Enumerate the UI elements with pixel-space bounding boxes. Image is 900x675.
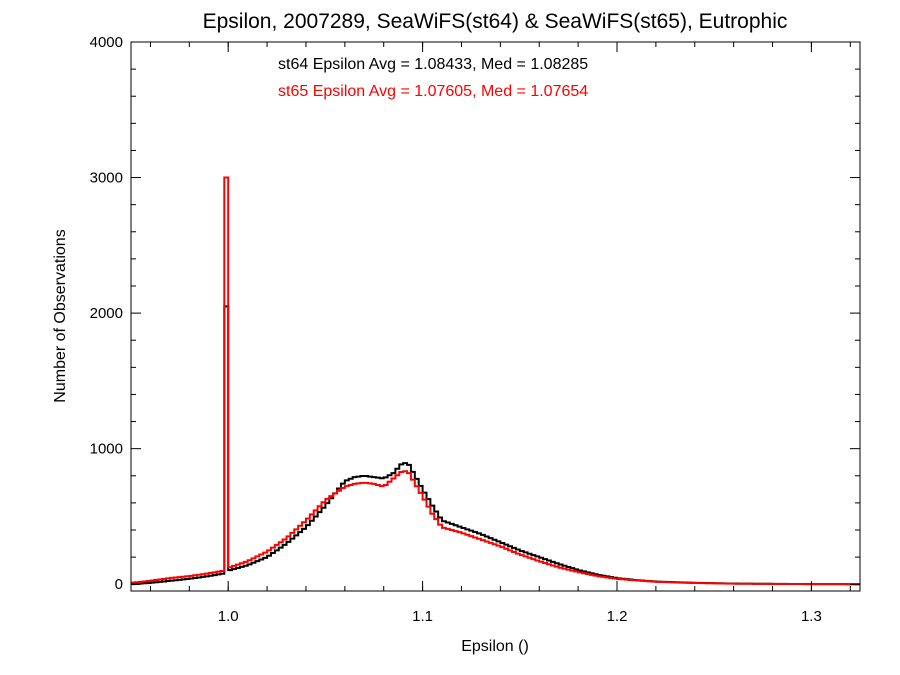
chart-title: Epsilon, 2007289, SeaWiFS(st64) & SeaWiF… — [203, 10, 788, 33]
y-tick-label: 2000 — [90, 305, 123, 322]
x-tick-label: 1.2 — [607, 608, 628, 625]
annotation-st64: st64 Epsilon Avg = 1.08433, Med = 1.0828… — [278, 56, 588, 73]
x-tick-label: 1.1 — [412, 608, 433, 625]
y-tick-label: 1000 — [90, 441, 123, 458]
series-layer — [131, 176, 860, 586]
y-axis-label: Number of Observations — [52, 229, 69, 402]
series-1-histogram — [131, 176, 860, 586]
y-tick-label: 4000 — [90, 34, 123, 51]
y-tick-label: 0 — [115, 576, 123, 593]
x-tick-label: 1.3 — [801, 608, 822, 625]
plot-frame — [130, 41, 861, 592]
y-tick-label: 3000 — [90, 170, 123, 187]
x-axis-label: Epsilon () — [461, 638, 529, 655]
y-axis-ticks: 0 1000 2000 3000 4000 — [90, 34, 860, 593]
annotation-st65: st65 Epsilon Avg = 1.07605, Med = 1.0765… — [278, 83, 588, 100]
x-axis-ticks: 1.0 1.1 1.2 1.3 — [149, 42, 851, 625]
x-tick-label: 1.0 — [218, 608, 239, 625]
